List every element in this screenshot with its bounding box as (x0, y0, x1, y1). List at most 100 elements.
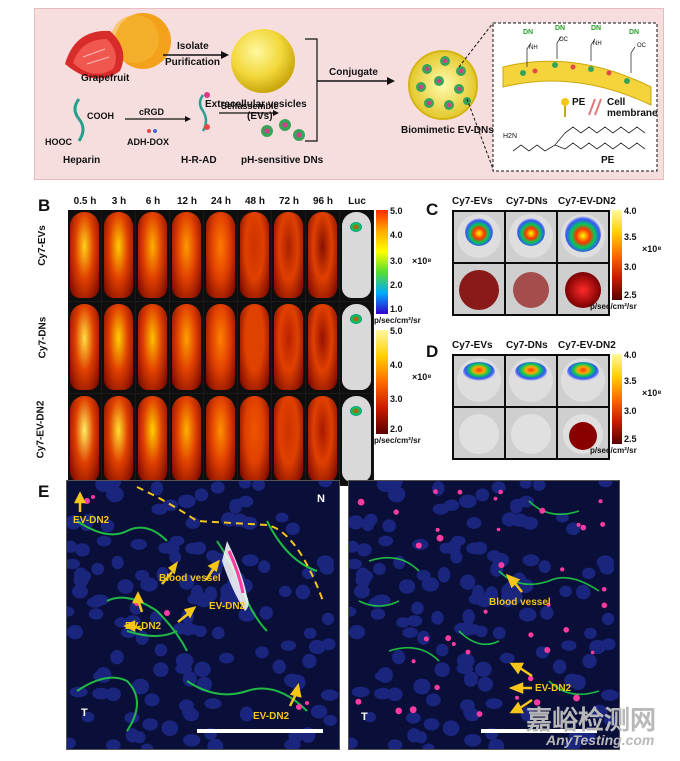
panel-letter-e: E (38, 482, 50, 501)
time-72h: 72 h (278, 196, 299, 207)
nucleus (603, 714, 618, 726)
nucleus (519, 607, 537, 622)
nucleus (100, 519, 115, 533)
nucleus (417, 630, 430, 645)
nucleus (566, 674, 583, 688)
nucleus (466, 517, 482, 529)
c-unit: p/sec/cm²/sr (590, 302, 637, 311)
mouse-body (70, 304, 99, 390)
nucleus (511, 513, 529, 527)
nucleus (456, 663, 474, 675)
mouse-body (308, 304, 337, 390)
nucleus (376, 481, 394, 492)
nucleus (125, 728, 140, 743)
mouse-cell (68, 302, 101, 393)
nucleus (439, 542, 453, 554)
mouse-cell (238, 302, 271, 393)
nucleus (510, 501, 523, 514)
mouse-body (206, 304, 235, 390)
d-col-cy7-dns: Cy7-DNs (506, 340, 548, 351)
label-t-right: T (361, 711, 368, 723)
nucleus (91, 562, 104, 576)
time-luc: Luc (348, 196, 366, 207)
ev-dn2-dot (598, 499, 603, 504)
nucleus (601, 638, 616, 651)
nucleus (255, 646, 269, 659)
isolate-label: Isolate (177, 41, 209, 52)
nucleus (407, 728, 421, 743)
nucleus (540, 606, 554, 620)
mouse-cell (204, 302, 237, 393)
nucleus (316, 555, 334, 570)
label-n: N (317, 493, 325, 505)
nucleus (67, 737, 76, 749)
nucleus (95, 481, 112, 492)
nucleus (150, 481, 164, 496)
scale-bar-left (197, 729, 323, 733)
membrane-zoom-box (492, 22, 658, 172)
nucleus (488, 738, 505, 749)
nucleus (182, 707, 197, 718)
colorbar-c (612, 210, 622, 300)
ev-dn2-dot (357, 498, 365, 506)
nucleus (318, 481, 333, 488)
mouse-body (206, 212, 235, 298)
mouse-body (308, 212, 337, 298)
biomimetic-ev-dn-sphere (408, 50, 478, 120)
mouse-body (206, 396, 235, 482)
time-24h: 24 h (210, 196, 231, 207)
nucleus (67, 625, 84, 640)
nucleus (582, 567, 596, 579)
b2-tick-4: 4.0 (390, 360, 403, 370)
mouse-cell (136, 394, 169, 485)
ev-dn2-dot (580, 524, 587, 531)
ev-dn2-dot (395, 707, 402, 715)
pe-label: PE (572, 97, 586, 108)
nucleus (81, 711, 95, 723)
nucleus (377, 667, 393, 683)
nucleus (349, 737, 358, 749)
dn-particles (261, 119, 305, 141)
grapefruit-image (65, 13, 171, 79)
c-col-cy7-dns: Cy7-DNs (506, 196, 548, 207)
nucleus (591, 704, 608, 719)
nucleus (285, 522, 300, 536)
ev-dn2-dot (546, 602, 551, 607)
b2-tick-5: 5.0 (390, 326, 403, 336)
nucleus (468, 593, 483, 605)
b2-mult: ×10⁸ (412, 372, 432, 382)
h2n-label: H2N (503, 133, 518, 140)
c-mult: ×10⁸ (642, 244, 662, 254)
nucleus (601, 689, 619, 701)
mouse-cell (102, 210, 135, 301)
ev-dn2-dot (451, 642, 456, 646)
nucleus (492, 552, 509, 568)
mouse-cell (306, 394, 339, 485)
d-tick-4: 4.0 (624, 350, 637, 360)
mouse-image-grid (68, 210, 374, 486)
mouse-body (70, 396, 99, 482)
panel-a-schematic (65, 13, 658, 172)
organ-images-c (454, 212, 608, 314)
d-unit: p/sec/cm²/sr (590, 446, 637, 455)
nucleus (151, 503, 168, 515)
mouse-body (172, 396, 201, 482)
nucleus (519, 481, 532, 489)
nucleus (67, 540, 78, 553)
nucleus (466, 542, 483, 555)
b1-tick-1: 1.0 (390, 304, 403, 314)
nucleus (181, 620, 194, 636)
nucleus (106, 739, 121, 749)
mouse-cell (272, 302, 305, 393)
b1-unit: p/sec/cm²/sr (374, 316, 421, 325)
ev-dn2-label-c: EV-DN2 (125, 621, 162, 632)
nucleus (204, 698, 222, 709)
ev-dn2-dot (496, 527, 501, 532)
mouse-body (70, 212, 99, 298)
ev-dn2-label-e: EV-DN2 (535, 683, 572, 694)
nucleus (475, 661, 492, 677)
nucleus (373, 562, 386, 576)
nucleus (437, 567, 451, 583)
bracket (305, 38, 318, 142)
